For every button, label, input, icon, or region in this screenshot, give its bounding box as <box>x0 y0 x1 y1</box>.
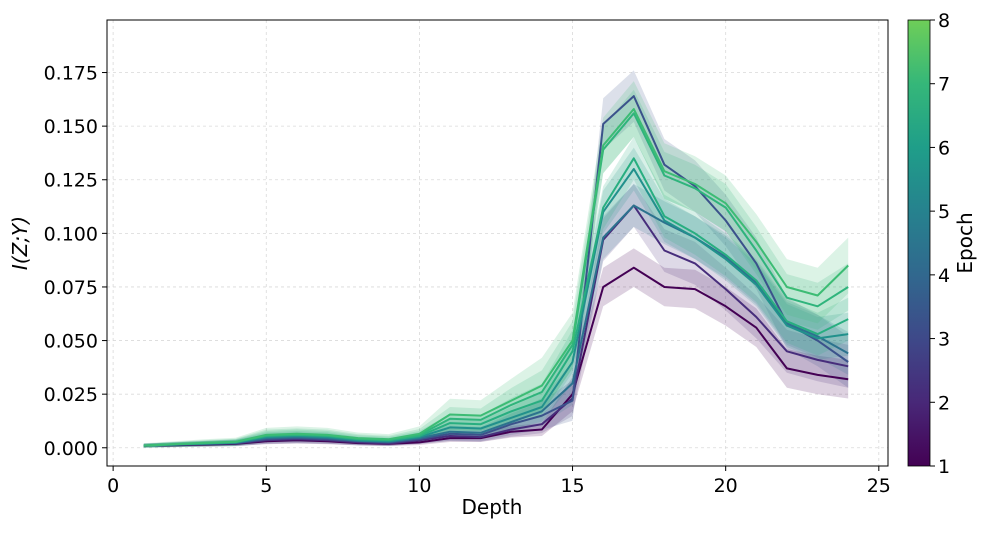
x-tick-label: 15 <box>560 475 584 497</box>
colorbar-tick-label: 3 <box>938 329 950 351</box>
x-tick-label: 5 <box>260 475 272 497</box>
y-tick-label: 0.000 <box>44 438 98 460</box>
y-axis-ticks: 0.000 0.025 0.050 0.075 0.100 0.125 0.150 0.175 <box>44 63 107 460</box>
band-epoch-2 <box>143 184 849 448</box>
grid <box>107 20 888 466</box>
colorbar-tick-label: 5 <box>938 201 950 223</box>
colorbar-tick-label: 1 <box>938 456 950 478</box>
x-axis-label: Depth <box>462 495 523 519</box>
y-tick-label: 0.150 <box>44 116 98 138</box>
confidence-bands <box>143 70 849 448</box>
band-epoch-3 <box>143 70 849 448</box>
x-tick-label: 25 <box>867 475 891 497</box>
x-tick-label: 20 <box>714 475 738 497</box>
colorbar <box>907 19 931 467</box>
band-epoch-1 <box>143 248 849 448</box>
x-axis-ticks: 0 5 10 15 20 25 <box>107 466 891 497</box>
y-tick-label: 0.175 <box>44 63 98 85</box>
colorbar-tick-label: 6 <box>938 137 950 159</box>
x-tick-label: 0 <box>107 475 119 497</box>
y-axis-label: I(Z;Y) <box>8 216 32 270</box>
y-tick-label: 0.025 <box>44 384 98 406</box>
band-epoch-8 <box>143 81 849 448</box>
y-tick-label: 0.075 <box>44 277 98 299</box>
colorbar-label: Epoch <box>953 212 977 273</box>
band-epoch-6 <box>143 136 849 448</box>
y-tick-label: 0.125 <box>44 170 98 192</box>
colorbar-tick-label: 7 <box>938 74 950 96</box>
plot-area-frame <box>106 19 889 467</box>
y-tick-label: 0.050 <box>44 331 98 353</box>
colorbar-tick-label: 4 <box>938 265 950 287</box>
x-tick-label: 10 <box>407 475 431 497</box>
line-epoch-8 <box>143 108 849 447</box>
band-epoch-5 <box>143 147 849 448</box>
y-tick-label: 0.100 <box>44 223 98 245</box>
colorbar-tick-label: 2 <box>938 392 950 414</box>
colorbar-ticks: 1 2 3 4 5 6 7 8 <box>930 10 950 478</box>
series-lines <box>143 95 849 447</box>
colorbar-tick-label: 8 <box>938 10 950 32</box>
